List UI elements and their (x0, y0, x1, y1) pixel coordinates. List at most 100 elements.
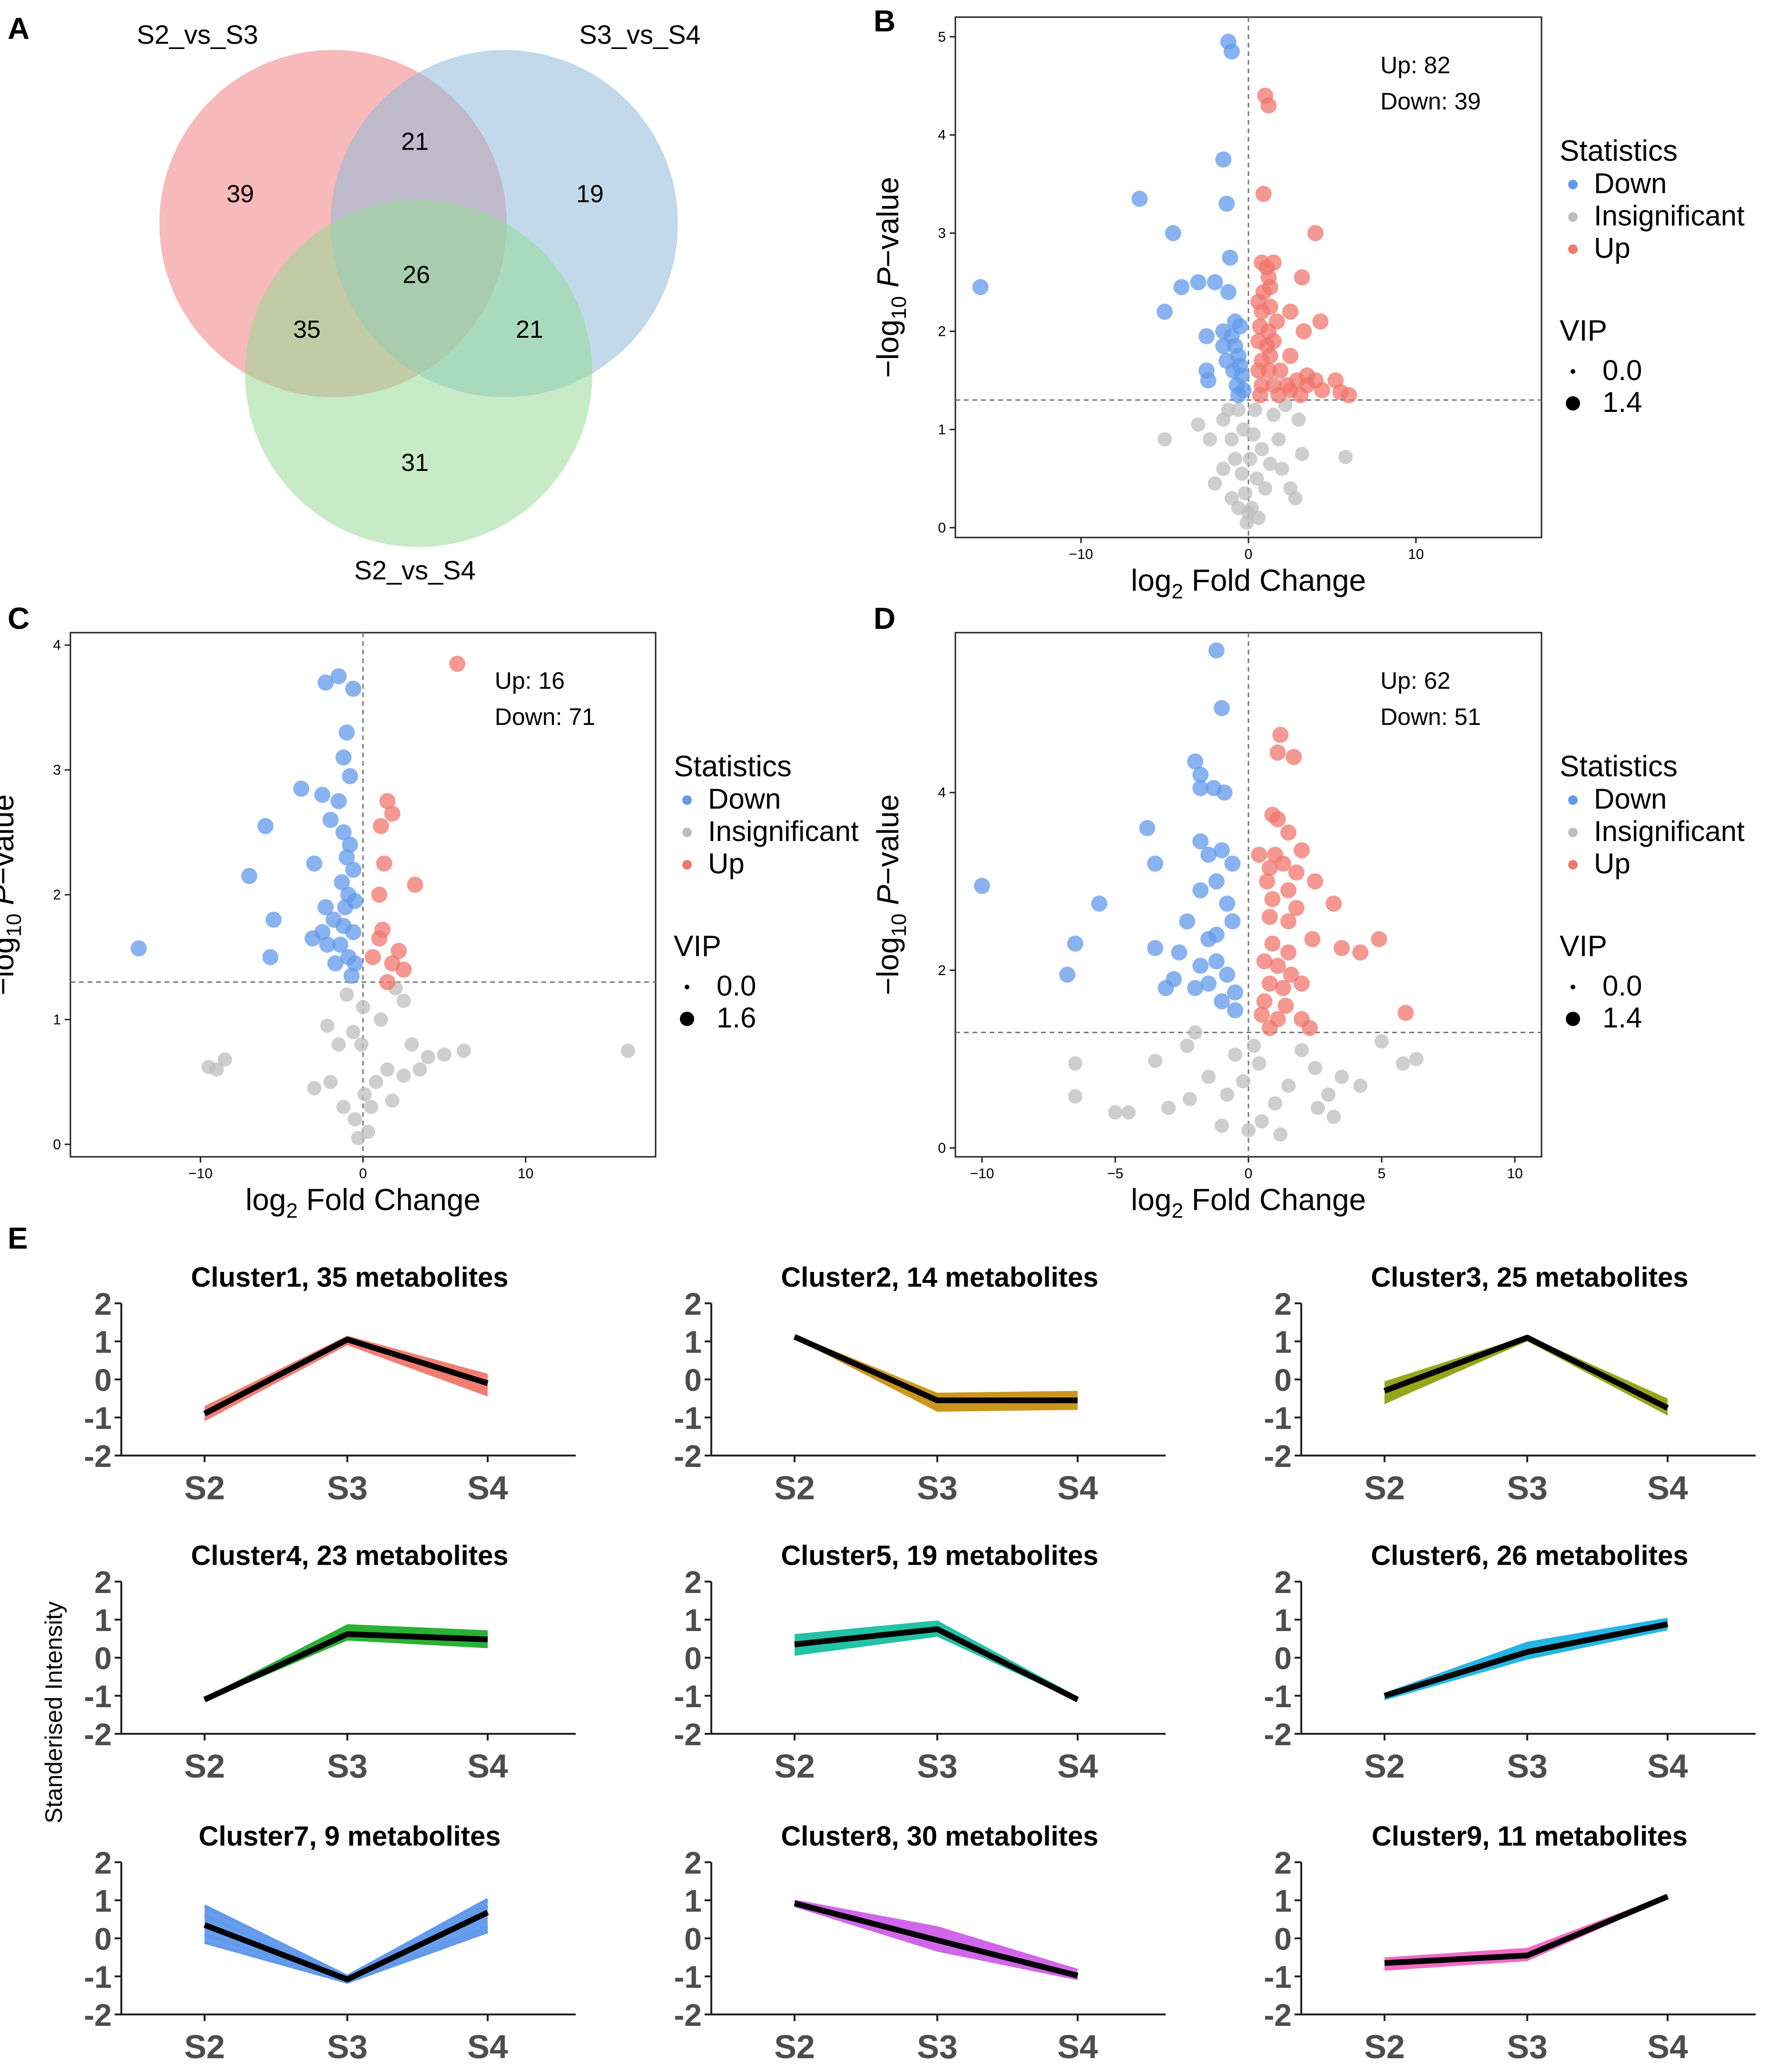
insignificant-point (1353, 1078, 1368, 1093)
y-axis-title-rest: −value (871, 177, 905, 267)
up-point (1294, 842, 1310, 859)
x-tick-label: S2 (184, 2028, 225, 2065)
up-point (1277, 997, 1294, 1014)
y-axis-title: −log10 P−value (871, 794, 911, 996)
up-point (1261, 975, 1278, 992)
down-point (1220, 283, 1237, 300)
x-axis-title: log2 Fold Change (246, 1183, 481, 1222)
legend-vip-title: VIP (1560, 930, 1607, 963)
down-point (1230, 387, 1247, 403)
x-tick-label: S2 (1364, 2028, 1405, 2065)
insignificant-point (1281, 1078, 1296, 1093)
insignificant-point (331, 1037, 346, 1052)
cluster-title: Cluster6, 26 metabolites (1371, 1540, 1688, 1571)
cluster-mean-line (203, 1337, 489, 1417)
y-tick-label: 1 (1274, 1603, 1292, 1638)
down-count-annotation: Down: 71 (495, 704, 595, 730)
insignificant-point (1224, 432, 1239, 447)
y-tick-label: -1 (84, 1400, 112, 1436)
y-tick-label: 1 (94, 1324, 112, 1359)
legend-dot-down (1568, 795, 1578, 805)
y-tick-label: 5 (938, 29, 946, 45)
y-tick-label: 2 (94, 1845, 112, 1880)
y-tick-label: -2 (84, 1438, 112, 1474)
x-axis-title-rest: Fold Change (1183, 563, 1366, 597)
y-tick-label: 4 (53, 637, 61, 653)
up-point (1252, 387, 1268, 403)
cluster-mean-line (203, 1631, 488, 1702)
x-tick-label: S2 (774, 2028, 815, 2065)
up-point (1264, 935, 1281, 952)
y-tick-label: -1 (84, 1959, 112, 1994)
x-axis-title-rest: Fold Change (298, 1183, 481, 1217)
legend-vip-small-dot (1571, 985, 1575, 989)
down-point (346, 955, 363, 972)
insignificant-point (1247, 1038, 1261, 1053)
down-point (1219, 895, 1236, 912)
insignificant-point (1215, 1118, 1229, 1133)
insignificant-point (1236, 422, 1251, 437)
down-point (330, 668, 347, 684)
legend-title: Statistics (1560, 135, 1678, 167)
y-tick-label: 4 (938, 785, 946, 801)
cluster-ribbon (205, 1336, 488, 1421)
up-count-annotation: Up: 62 (1380, 667, 1450, 694)
points (130, 655, 635, 1145)
cluster-mean-line (794, 1626, 1079, 1702)
down-point (1190, 274, 1207, 291)
legend-label-down: Down (708, 783, 781, 815)
up-point (1282, 303, 1298, 320)
up-point (391, 943, 407, 959)
legend-dot-up (682, 860, 692, 870)
insignificant-point (356, 1000, 370, 1015)
insignificant-point (1220, 1087, 1235, 1102)
y-tick-label: 3 (53, 762, 61, 778)
y-tick-label: 0 (1274, 1921, 1292, 1956)
insignificant-point (620, 1043, 635, 1058)
down-point (1207, 274, 1223, 291)
insignificant-point (1271, 432, 1286, 447)
y-tick-label: -1 (1264, 1679, 1292, 1714)
insignificant-point (1288, 491, 1303, 506)
y-axis-title-sub: 10 (2, 914, 26, 937)
cluster-mean-line (203, 1910, 489, 1983)
y-tick-label: 2 (938, 324, 946, 340)
up-point (1265, 333, 1282, 350)
down-point (1222, 249, 1238, 266)
cluster-title: Cluster2, 14 metabolites (781, 1262, 1098, 1293)
y-tick-label: 1 (684, 1324, 702, 1359)
insignificant-point (1148, 1054, 1162, 1068)
down-point (322, 811, 339, 828)
venn-label-s3-s4: S3_vs_S4 (579, 20, 700, 49)
insignificant-point (1335, 1069, 1349, 1084)
up-point (1272, 362, 1288, 379)
insignificant-point (1231, 402, 1246, 417)
x-tick-label: S3 (1507, 1748, 1548, 1785)
down-point (1227, 313, 1243, 330)
y-tick-label: 1 (1274, 1324, 1292, 1359)
up-point (1332, 384, 1349, 401)
legend-dot-insignificant (1568, 828, 1578, 837)
down-point (1059, 967, 1076, 983)
legend-vip-label-max: 1.6 (717, 1002, 756, 1034)
insignificant-point (1409, 1052, 1424, 1066)
down-point (130, 940, 147, 957)
insignificant-point (357, 1087, 372, 1102)
down-point (344, 968, 360, 984)
x-tick-label: 10 (1408, 547, 1424, 562)
down-point (327, 955, 344, 972)
insignificant-point (1255, 1114, 1269, 1129)
insignificant-point (1275, 461, 1289, 476)
down-point (1200, 846, 1217, 863)
y-tick-label: 0 (684, 1921, 702, 1956)
legend-vip-small-dot (685, 985, 689, 989)
panel-label-d: D (874, 601, 895, 635)
insignificant-point (1310, 1101, 1325, 1115)
x-tick-label: 0 (1245, 547, 1253, 562)
legend-dot-down (1568, 180, 1578, 189)
venn-diagram: S2_vs_S3 S3_vs_S4 S2_vs_S4 39 21 19 26 35 21 31 (137, 20, 700, 585)
insignificant-point (307, 1081, 322, 1095)
